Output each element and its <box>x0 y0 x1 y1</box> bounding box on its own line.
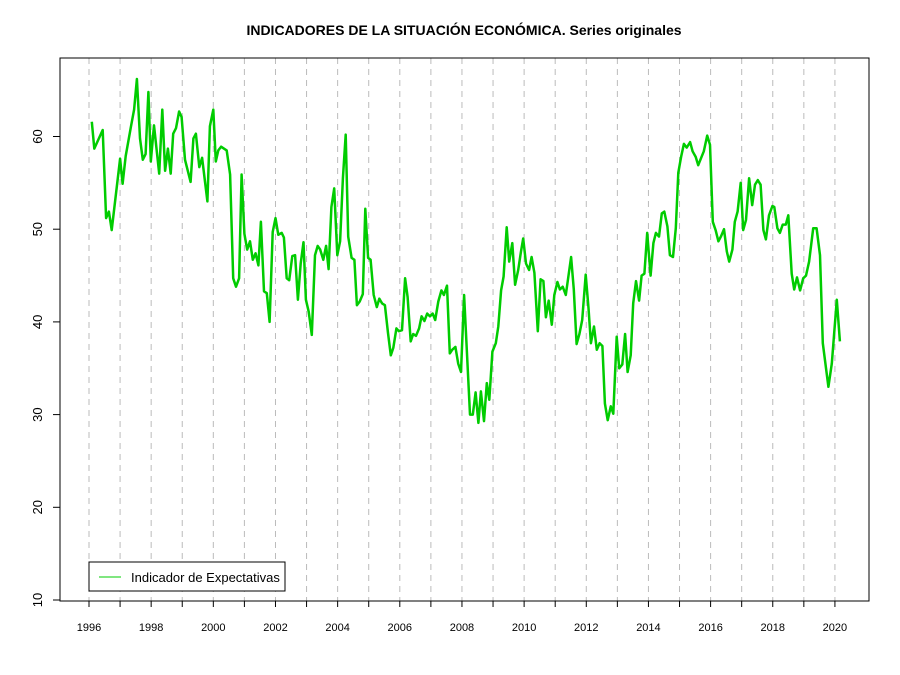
legend: Indicador de Expectativas <box>88 561 286 592</box>
x-tick-label: 2014 <box>636 622 660 634</box>
legend-label: Indicador de Expectativas <box>131 570 280 585</box>
x-tick-label: 2006 <box>388 622 412 634</box>
x-tick-label: 1996 <box>77 622 101 634</box>
x-tick-label: 2010 <box>512 622 536 634</box>
y-axis: 10 20 30 40 50 60 <box>30 129 61 607</box>
chart-title: INDICADORES DE LA SITUACIÓN ECONÓMICA. S… <box>246 21 681 38</box>
x-tick-label: 2016 <box>698 622 722 634</box>
legend-box <box>88 561 286 592</box>
x-tick-label: 2004 <box>325 622 349 634</box>
series-layer <box>90 77 842 425</box>
x-axis: 1996 1998 2000 2002 2004 2006 2008 2010 2012 2014… <box>77 600 847 634</box>
y-tick-label: 10 <box>30 593 45 607</box>
x-tick-label: 1998 <box>139 622 163 634</box>
x-tick-label: 2008 <box>450 622 474 634</box>
x-tick-label: 2018 <box>761 622 785 634</box>
x-tick-label: 2020 <box>823 622 847 634</box>
x-tick-label: 2002 <box>263 622 287 634</box>
x-tick-label: 2000 <box>201 622 225 634</box>
y-tick-label: 40 <box>30 315 45 329</box>
x-tick-label: 2012 <box>574 622 598 634</box>
y-tick-label: 60 <box>30 129 45 143</box>
y-tick-label: 20 <box>30 500 45 514</box>
y-tick-label: 50 <box>30 222 45 236</box>
y-tick-label: 30 <box>30 407 45 421</box>
